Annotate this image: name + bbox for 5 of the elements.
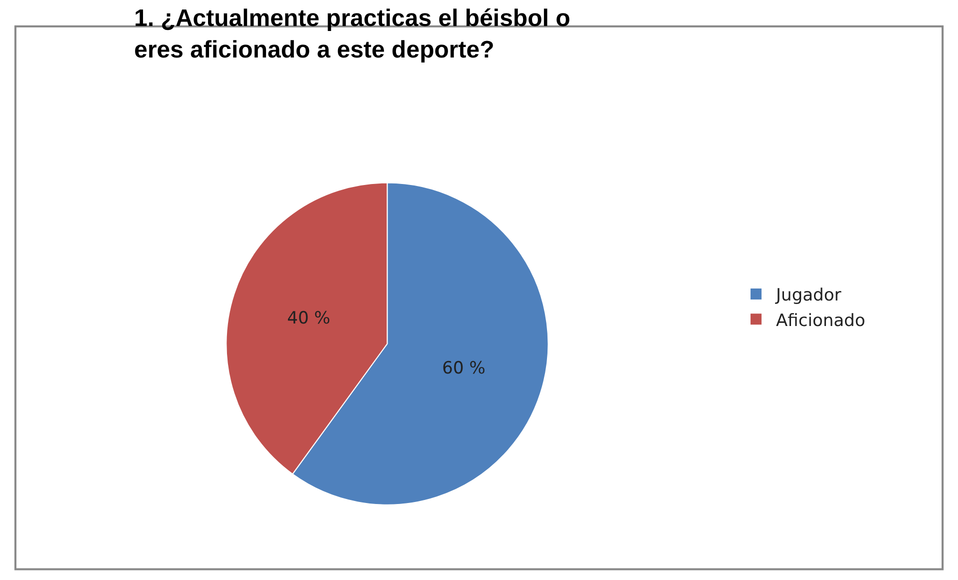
chart-title: 1. ¿Actualmente practicas el béisbol o eres aficionado a este deporte?: [134, 5, 570, 64]
data-label: 40 %: [287, 308, 330, 328]
legend-label: Aficionado: [776, 310, 866, 331]
data-label: 60 %: [442, 358, 486, 379]
legend-label: Jugador: [775, 286, 842, 306]
